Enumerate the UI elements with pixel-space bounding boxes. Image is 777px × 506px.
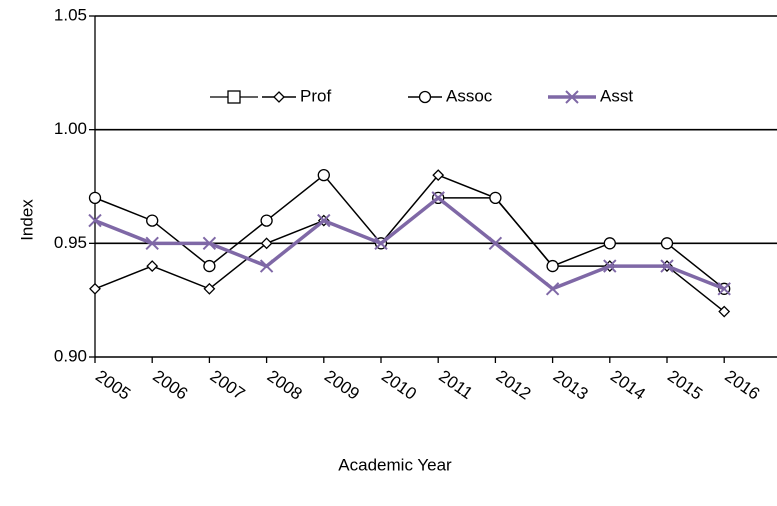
data-point (603, 259, 617, 273)
legend-marker (418, 90, 432, 104)
legend-label: Assoc (446, 86, 493, 105)
data-point (88, 191, 102, 205)
data-point (717, 282, 731, 296)
data-point (660, 237, 674, 250)
series-line (94, 195, 725, 291)
x-tick-label: 2012 (493, 366, 535, 403)
x-axis-label: Academic Year (338, 455, 452, 474)
x-tick-label: 2010 (378, 366, 420, 403)
data-point (146, 214, 159, 227)
x-tick-label: 2008 (264, 366, 306, 403)
data-point (260, 214, 273, 227)
y-tick-label: 0.95 (54, 233, 87, 252)
x-tick-label: 2009 (321, 366, 363, 403)
data-point (145, 236, 159, 251)
data-point (489, 191, 502, 205)
data-point (718, 305, 731, 318)
data-point (202, 236, 217, 251)
data-point (546, 259, 559, 273)
x-tick-label: 2016 (721, 366, 763, 403)
y-axis-label: Index (17, 199, 36, 241)
x-tick-label: 2005 (92, 366, 134, 403)
data-point (260, 237, 273, 250)
data-point (545, 282, 560, 296)
legend-label: Asst (600, 86, 633, 105)
legend-marker (565, 90, 579, 104)
x-tick-label: 2006 (149, 366, 191, 403)
legend-entry: Assoc (408, 86, 493, 105)
x-tick-label: 2007 (207, 366, 249, 403)
x-tick-label: 2014 (607, 366, 649, 403)
x-tick-label: 2013 (550, 366, 592, 403)
data-point (203, 259, 216, 273)
data-point (146, 260, 159, 272)
legend-unnamed-entry (210, 90, 258, 104)
legend-entry: Asst (548, 86, 633, 105)
data-point (374, 236, 388, 251)
data-point (259, 259, 274, 273)
data-point (317, 213, 331, 228)
data-point (603, 237, 616, 250)
data-point (89, 282, 101, 295)
y-tick-label: 0.90 (54, 346, 87, 365)
data-point (431, 191, 445, 205)
legend-label: Prof (300, 86, 331, 105)
data-point (432, 169, 445, 182)
legend-entry: Prof (262, 86, 331, 105)
data-point (203, 282, 216, 295)
x-tick-label: 2015 (664, 366, 706, 403)
y-tick-label: 1.05 (54, 5, 87, 24)
data-point (660, 259, 674, 273)
data-point (488, 236, 503, 251)
data-point (88, 213, 102, 228)
legend-marker (273, 91, 285, 103)
data-point (317, 168, 330, 182)
x-tick-label: 2011 (435, 366, 476, 403)
y-tick-label: 1.00 (54, 119, 87, 138)
series-line (94, 174, 725, 290)
